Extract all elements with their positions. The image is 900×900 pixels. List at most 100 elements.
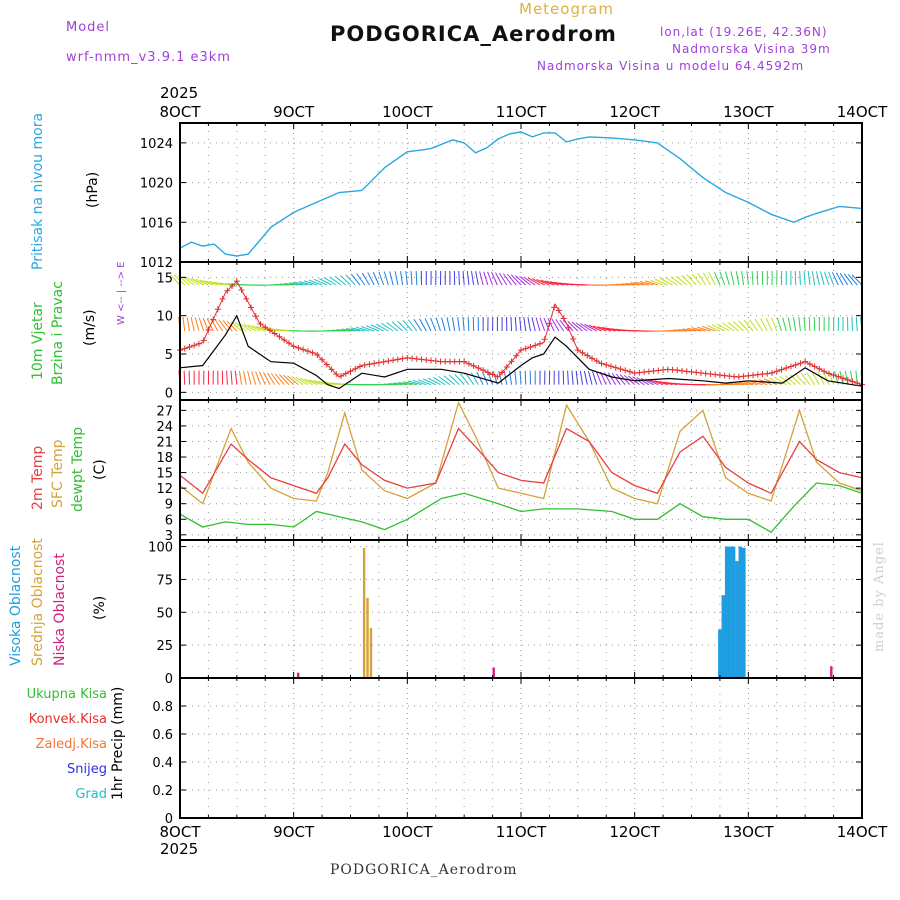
wind-barb: [412, 379, 427, 386]
x-tick-label-top: 13OCT: [723, 103, 774, 121]
wind-barb: [711, 324, 725, 332]
wind-barb: [389, 271, 394, 286]
gust-marker: [636, 369, 643, 376]
wind-barb: [346, 328, 361, 332]
wind-barb: [744, 381, 758, 386]
wind-barb: [724, 271, 730, 286]
gust-marker: [352, 365, 359, 372]
x-tick-label-bottom: 14OCT: [837, 823, 888, 841]
wind-barb: [190, 317, 195, 332]
precip-legend-graupel: Grad: [75, 787, 107, 802]
gust-marker: [513, 352, 520, 359]
gust-marker: [849, 378, 856, 385]
wind-barb: [760, 318, 768, 332]
gust-marker: [328, 366, 335, 373]
wind-barb: [386, 322, 399, 332]
wind-barb: [531, 278, 545, 286]
wind-barb: [795, 373, 806, 385]
gust-marker: [418, 356, 425, 363]
gust-marker: [229, 282, 236, 289]
high-cloud-bar: [718, 629, 722, 678]
y-tick-label: 75: [156, 573, 173, 588]
wind-barb: [454, 373, 465, 386]
wind-barb: [350, 273, 361, 286]
wind-barb: [498, 370, 503, 385]
wind-barb: [308, 279, 323, 286]
gust-marker: [570, 335, 577, 342]
wind-barb: [408, 319, 418, 332]
gust-marker: [281, 336, 288, 343]
wind-barb: [243, 370, 247, 385]
wind-barb: [702, 272, 711, 286]
wind-barb: [514, 370, 517, 385]
wind-barb: [407, 380, 422, 386]
x-tick-label-top: 10OCT: [382, 103, 433, 121]
gust-marker: [778, 366, 785, 373]
wind-barb: [835, 272, 844, 286]
gust-marker: [754, 371, 761, 378]
y-tick-label: 3: [165, 529, 173, 544]
wind-barb: [195, 278, 209, 286]
wind-barb: [828, 271, 835, 286]
gust-marker: [475, 365, 482, 372]
wind-speed-line: [179, 314, 863, 390]
gust-marker: [716, 372, 723, 379]
gust-marker: [404, 354, 411, 361]
wind-barb: [597, 326, 612, 332]
wind-barb: [462, 317, 465, 332]
wind-barb: [739, 381, 754, 386]
wind-barb: [222, 320, 233, 332]
wind-barb: [665, 277, 678, 286]
mid-cloud-bar: [369, 628, 373, 678]
wind-barb: [579, 323, 593, 332]
wind-barb: [754, 318, 763, 332]
y-tick-label: 15: [156, 467, 173, 482]
gust-marker: [593, 358, 600, 365]
wind-barb: [502, 273, 512, 286]
year-top: 2025: [160, 84, 199, 102]
pressure-line: [179, 131, 863, 257]
gust-marker: [489, 371, 496, 378]
gust-marker: [811, 363, 818, 370]
temp-2m-line: [179, 427, 863, 495]
gust-marker: [271, 330, 278, 337]
wind-barb: [620, 283, 635, 286]
wind-barb: [579, 370, 584, 385]
wind-barb: [639, 280, 654, 286]
gust-marker: [679, 367, 686, 374]
wind-barb: [751, 270, 754, 286]
wind-barb: [270, 372, 280, 385]
wind-barb: [218, 319, 228, 332]
gust-marker: [631, 370, 638, 377]
precip-legend-conv: Konvek.Kisa: [28, 712, 107, 727]
wind-barb: [800, 373, 811, 385]
wind-barb: [593, 325, 607, 332]
wind-barb: [397, 320, 408, 332]
wind-barb: [756, 270, 759, 286]
gust-marker: [612, 364, 619, 371]
wind-barb: [706, 325, 721, 332]
wind-barb: [636, 377, 650, 386]
gust-marker: [508, 358, 515, 365]
y-tick-label: 0: [165, 386, 173, 401]
wind-barb: [815, 271, 820, 286]
wind-barb: [284, 282, 299, 286]
wind-barb: [170, 274, 181, 286]
gust-marker: [527, 343, 534, 350]
wind-barb: [607, 372, 617, 385]
wind-barb: [545, 280, 560, 286]
wind-barb: [575, 322, 588, 332]
high-cloud-bar: [728, 546, 732, 678]
wind-barb: [519, 370, 522, 385]
gust-marker: [252, 313, 259, 320]
wind-barb: [571, 321, 583, 332]
gust-marker: [413, 355, 420, 362]
wind-barb: [226, 370, 228, 385]
wind-barb: [402, 320, 413, 332]
gust-marker: [494, 373, 501, 380]
wind-barb: [381, 322, 394, 332]
wind-barb: [687, 327, 702, 332]
wind-barb: [238, 370, 243, 385]
wind-barb: [654, 380, 668, 386]
product-title: Meteogram: [519, 0, 614, 18]
